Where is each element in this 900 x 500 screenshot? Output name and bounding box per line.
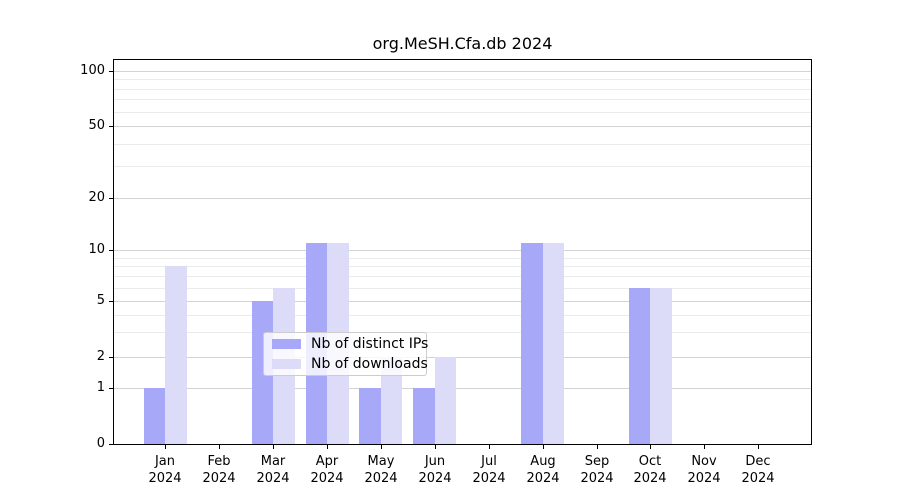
gridline-minor-3: [114, 332, 811, 333]
y-tick-label-5: 5: [96, 293, 105, 308]
gridline-major-2: [114, 357, 811, 358]
gridline-minor-4: [114, 315, 811, 316]
legend-label-distinct-ips: Nb of distinct IPs: [311, 335, 429, 352]
x-tick-label-jul: Jul 2024: [472, 454, 506, 486]
x-tick-label-oct: Oct 2024: [633, 454, 667, 486]
y-tick-mark-1: [109, 388, 113, 389]
y-tick-mark-100: [109, 71, 113, 72]
gridline-minor-9: [114, 258, 811, 259]
x-tick-mark-mar: [273, 445, 274, 449]
x-tick-label-feb: Feb 2024: [202, 454, 236, 486]
y-tick-label-0: 0: [96, 436, 105, 451]
gridline-minor-70: [114, 99, 811, 100]
bar-downloads-aug: [542, 242, 565, 444]
y-tick-mark-20: [109, 198, 113, 199]
x-tick-label-jun: Jun 2024: [418, 454, 452, 486]
x-tick-mark-apr: [327, 445, 328, 449]
x-tick-mark-feb: [219, 445, 220, 449]
gridline-minor-8: [114, 266, 811, 267]
bar-downloads-jan: [165, 266, 187, 444]
gridline-major-1: [114, 388, 811, 389]
gridline-minor-80: [114, 89, 811, 90]
bar-distinct-ips-aug: [521, 242, 543, 444]
legend-entry-distinct-ips: Nb of distinct IPs: [264, 335, 429, 353]
gridline-major-100: [114, 71, 811, 72]
gridline-minor-40: [114, 144, 811, 145]
bar-distinct-ips-jun: [413, 388, 435, 444]
bar-distinct-ips-jan: [143, 388, 166, 444]
y-tick-mark-10: [109, 250, 113, 251]
gridline-minor-7: [114, 276, 811, 277]
x-tick-label-dec: Dec 2024: [741, 454, 775, 486]
bar-distinct-ips-may: [359, 388, 381, 444]
legend: Nb of distinct IPs Nb of downloads: [263, 332, 429, 376]
gridline-minor-6: [114, 288, 811, 289]
gridline-minor-30: [114, 166, 811, 167]
gridline-major-50: [114, 126, 811, 127]
x-tick-label-sep: Sep 2024: [580, 454, 614, 486]
x-tick-mark-aug: [543, 445, 544, 449]
y-tick-label-50: 50: [88, 118, 105, 133]
x-tick-mark-jul: [489, 445, 490, 449]
y-tick-mark-50: [109, 126, 113, 127]
x-tick-mark-sep: [597, 445, 598, 449]
legend-swatch-distinct-ips: [272, 338, 301, 349]
x-tick-label-jan: Jan 2024: [148, 454, 182, 486]
y-tick-mark-2: [109, 357, 113, 358]
gridline-major-20: [114, 198, 811, 199]
x-tick-mark-may: [381, 445, 382, 449]
x-tick-label-mar: Mar 2024: [256, 454, 290, 486]
legend-entry-downloads: Nb of downloads: [264, 356, 428, 374]
x-tick-label-may: May 2024: [364, 454, 398, 486]
plot-area: [113, 59, 812, 445]
y-tick-mark-5: [109, 301, 113, 302]
x-tick-mark-jan: [165, 445, 166, 449]
legend-label-downloads: Nb of downloads: [311, 356, 428, 373]
bar-downloads-oct: [650, 287, 672, 444]
y-tick-label-100: 100: [80, 63, 105, 78]
y-tick-label-20: 20: [88, 190, 105, 205]
gridline-minor-60: [114, 112, 811, 113]
y-tick-mark-0: [109, 444, 113, 445]
x-tick-mark-oct: [650, 445, 651, 449]
x-tick-label-nov: Nov 2024: [687, 454, 721, 486]
y-tick-label-1: 1: [96, 380, 105, 395]
bar-downloads-jun: [434, 357, 457, 444]
y-tick-label-2: 2: [96, 349, 105, 364]
x-tick-label-apr: Apr 2024: [310, 454, 344, 486]
x-tick-mark-jun: [435, 445, 436, 449]
legend-swatch-downloads: [272, 359, 301, 370]
x-tick-label-aug: Aug 2024: [526, 454, 560, 486]
chart-title: org.MeSH.Cfa.db 2024: [372, 34, 553, 53]
bar-downloads-may: [380, 357, 403, 444]
x-tick-mark-nov: [704, 445, 705, 449]
gridline-major-5: [114, 301, 811, 302]
bar-distinct-ips-oct: [628, 287, 651, 444]
y-tick-label-10: 10: [88, 242, 105, 257]
gridline-major-10: [114, 250, 811, 251]
x-tick-mark-dec: [758, 445, 759, 449]
gridline-minor-90: [114, 79, 811, 80]
